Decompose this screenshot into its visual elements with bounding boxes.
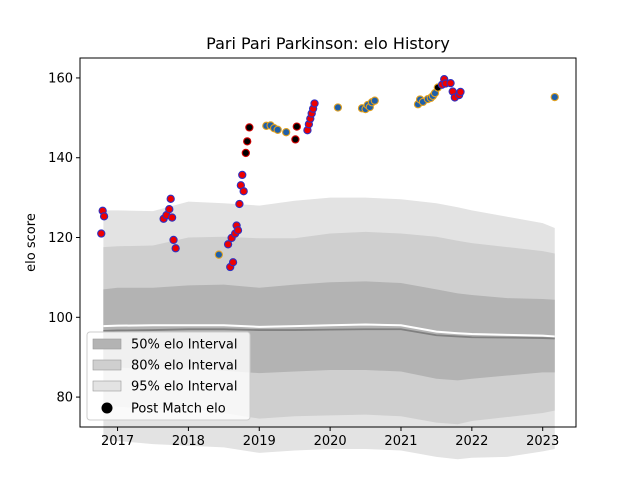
chart-title: Pari Pari Parkinson: elo History bbox=[206, 34, 450, 53]
data-point bbox=[292, 122, 301, 131]
plot-frame bbox=[79, 57, 577, 428]
y-tick-label: 120 bbox=[48, 231, 73, 246]
data-point bbox=[235, 199, 244, 209]
x-tick-label: 2023 bbox=[526, 434, 559, 449]
x-tick-label: 2021 bbox=[384, 434, 417, 449]
legend: 50% elo Interval 80% elo Interval 95% elo … bbox=[86, 331, 251, 421]
mean-line bbox=[103, 328, 555, 340]
y-tick-label: 100 bbox=[48, 311, 73, 326]
x-tick-label: 2019 bbox=[243, 434, 276, 449]
x-tick-label: 2022 bbox=[455, 434, 488, 449]
data-point bbox=[446, 78, 455, 88]
legend-swatch-band50 bbox=[92, 338, 122, 350]
legend-marker-swatch bbox=[101, 402, 113, 414]
legend-swatch-band80 bbox=[92, 359, 122, 371]
data-point bbox=[550, 92, 559, 102]
data-point bbox=[291, 135, 300, 144]
data-point bbox=[233, 226, 243, 235]
data-point bbox=[169, 235, 178, 245]
data-point bbox=[282, 128, 291, 137]
data-point bbox=[223, 240, 233, 249]
data-point bbox=[243, 137, 252, 146]
data-point bbox=[99, 212, 109, 221]
y-tick-label: 80 bbox=[56, 391, 73, 406]
y-tick-label: 160 bbox=[48, 71, 73, 86]
legend-swatch-band95 bbox=[92, 380, 122, 392]
y-axis-label: elo score bbox=[24, 213, 39, 272]
data-point bbox=[171, 244, 180, 253]
data-point bbox=[273, 125, 282, 134]
x-tick-label: 2018 bbox=[172, 434, 205, 449]
data-point bbox=[333, 103, 343, 112]
data-point bbox=[239, 187, 248, 196]
data-point bbox=[165, 205, 174, 214]
data-point bbox=[245, 123, 254, 132]
x-tick-label: 2017 bbox=[101, 434, 134, 449]
x-axis: 2017 2018 2019 2020 2021 2022 2023 bbox=[101, 427, 559, 449]
data-point bbox=[310, 99, 319, 108]
data-point bbox=[370, 96, 379, 105]
post-match-points bbox=[97, 74, 559, 272]
legend-box bbox=[86, 331, 251, 421]
median-line bbox=[103, 323, 555, 338]
data-point bbox=[167, 213, 177, 222]
legend-label: 95% elo Interval bbox=[131, 380, 238, 395]
data-point bbox=[166, 194, 175, 203]
data-point bbox=[97, 229, 106, 238]
legend-label: Post Match elo bbox=[131, 402, 226, 417]
data-point bbox=[456, 87, 465, 97]
data-point bbox=[228, 258, 238, 267]
legend-label: 80% elo Interval bbox=[131, 359, 238, 374]
data-point bbox=[241, 148, 250, 158]
legend-label: 50% elo Interval bbox=[131, 338, 238, 353]
trend-lines bbox=[103, 323, 555, 340]
y-axis: 80 100 120 140 160 bbox=[48, 71, 80, 406]
x-tick-label: 2020 bbox=[314, 434, 347, 449]
data-point bbox=[214, 250, 224, 259]
data-point bbox=[238, 170, 247, 180]
y-tick-label: 140 bbox=[48, 151, 73, 166]
